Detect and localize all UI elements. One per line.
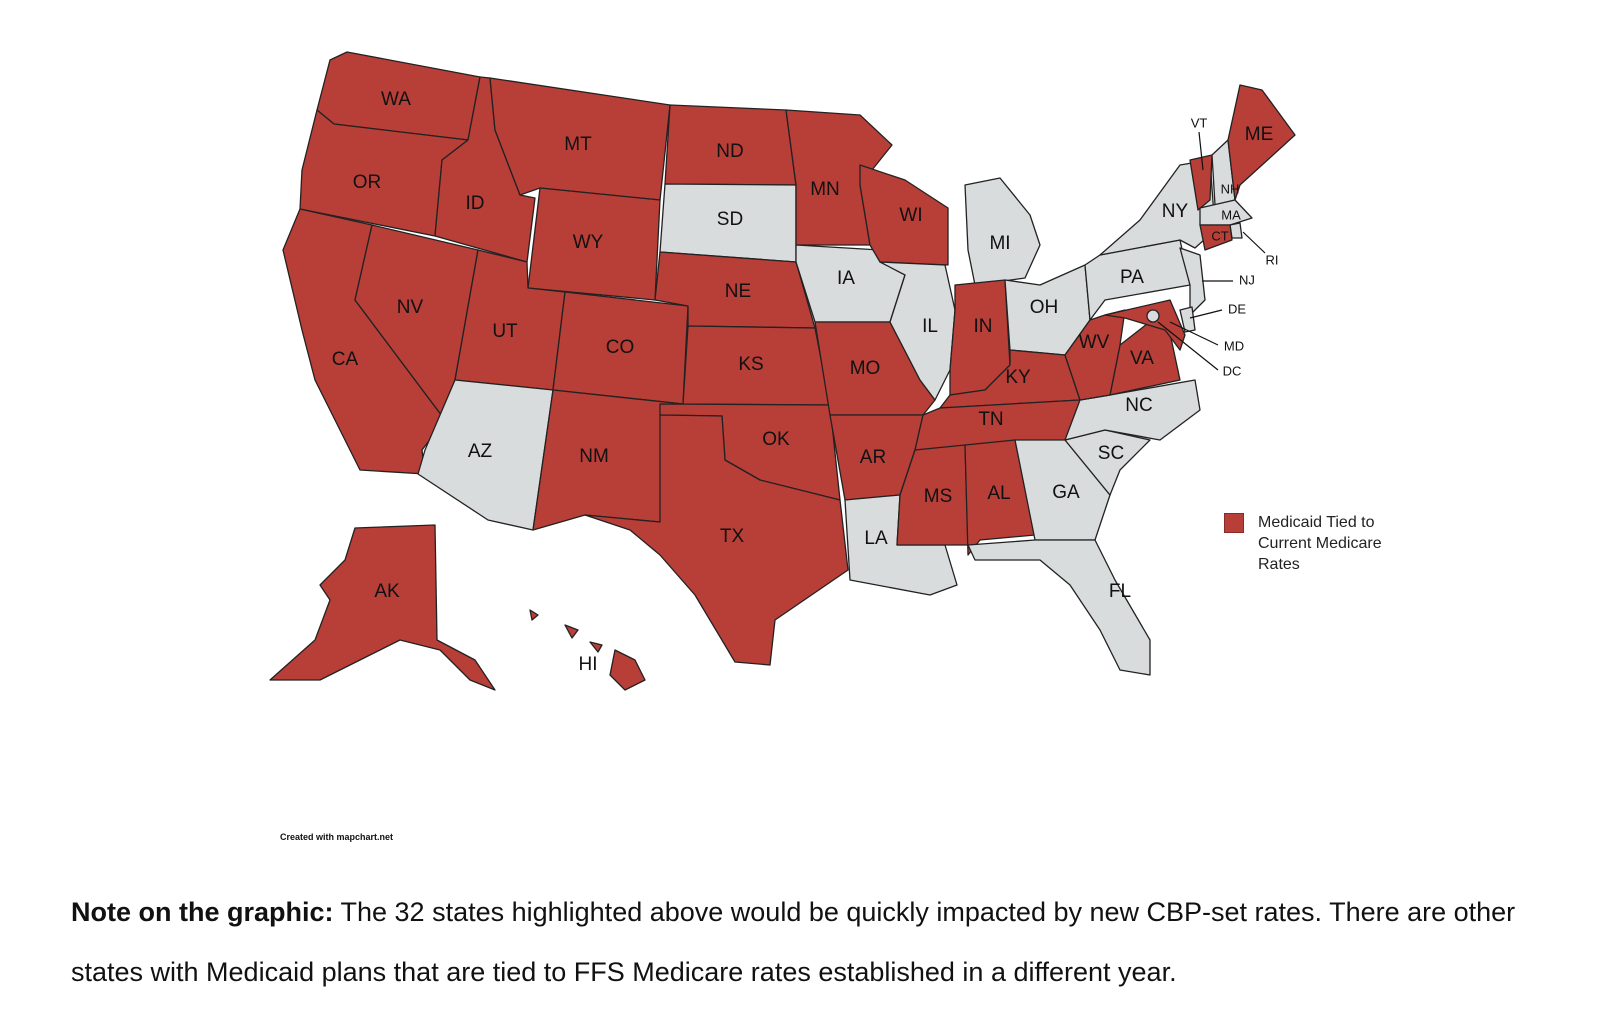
label-TX: TX: [720, 526, 745, 547]
state-MA: [1199, 199, 1253, 226]
state-ID: [434, 76, 536, 263]
legend-label: Medicaid Tied to Current Medicare Rates: [1258, 514, 1382, 573]
label-HI: HI: [579, 654, 598, 675]
state-HI: [529, 609, 646, 691]
label-OR: OR: [353, 172, 382, 193]
label-GA: GA: [1052, 482, 1080, 503]
label-WV: WV: [1079, 332, 1110, 353]
label-DE: DE: [1228, 301, 1246, 316]
label-MN: MN: [810, 179, 840, 200]
label-NC: NC: [1125, 395, 1152, 416]
label-ID: ID: [466, 193, 485, 214]
state-GA: [1014, 439, 1111, 541]
label-WA: WA: [381, 89, 411, 110]
leader-RI: [1242, 231, 1266, 254]
state-NJ: [1179, 247, 1206, 316]
note-text: The 32 states highlighted above would be…: [71, 897, 1516, 987]
label-MI: MI: [989, 233, 1010, 254]
leader-DC: [1157, 321, 1219, 371]
label-MA: MA: [1221, 207, 1241, 222]
label-CT: CT: [1211, 228, 1228, 243]
label-WY: WY: [573, 232, 604, 253]
label-WI: WI: [899, 205, 922, 226]
label-MT: MT: [564, 134, 592, 155]
leader-MD: [1169, 321, 1219, 346]
label-LA: LA: [864, 528, 888, 549]
state-IL: [879, 261, 956, 401]
label-MS: MS: [924, 486, 953, 507]
label-NJ: NJ: [1239, 272, 1255, 287]
label-AZ: AZ: [468, 441, 493, 462]
state-DC: [1146, 309, 1160, 323]
label-NM: NM: [579, 446, 609, 467]
label-CO: CO: [606, 337, 635, 358]
state-WV: [1064, 309, 1126, 401]
state-AL: [964, 439, 1036, 556]
label-DC: DC: [1223, 363, 1242, 378]
label-TN: TN: [978, 409, 1003, 430]
label-OH: OH: [1030, 297, 1059, 318]
label-RI: RI: [1266, 252, 1279, 267]
label-AL: AL: [987, 483, 1010, 504]
state-VT: [1189, 154, 1213, 211]
label-KY: KY: [1005, 367, 1031, 388]
state-DE: [1179, 306, 1196, 333]
label-NV: NV: [397, 297, 424, 318]
state-MI: [964, 177, 1041, 286]
legend-swatch: [1224, 513, 1244, 533]
label-SD: SD: [717, 209, 743, 230]
label-AR: AR: [860, 447, 886, 468]
leader-DE: [1189, 309, 1223, 319]
label-SC: SC: [1098, 443, 1124, 464]
state-TX: [584, 414, 849, 666]
label-NH: NH: [1221, 181, 1240, 196]
state-NY: [1099, 159, 1216, 256]
label-ND: ND: [716, 141, 743, 162]
label-IA: IA: [837, 268, 855, 289]
label-IL: IL: [922, 316, 938, 337]
state-MD: [1104, 299, 1186, 351]
label-CA: CA: [332, 349, 359, 370]
label-MD: MD: [1224, 338, 1244, 353]
state-FL: [967, 539, 1151, 676]
label-IN: IN: [974, 316, 993, 337]
label-OK: OK: [762, 429, 790, 450]
label-VA: VA: [1130, 348, 1154, 369]
label-UT: UT: [492, 321, 518, 342]
label-ME: ME: [1245, 124, 1274, 145]
note-heading: Note on the graphic:: [71, 897, 334, 927]
label-FL: FL: [1109, 581, 1131, 602]
label-KS: KS: [738, 354, 763, 375]
graphic-note: Note on the graphic: The 32 states highl…: [71, 882, 1571, 1002]
label-VT: VT: [1191, 115, 1208, 130]
label-MO: MO: [850, 358, 881, 379]
map-legend: Medicaid Tied to Current Medicare Rates: [1224, 512, 1418, 575]
leader-VT: [1198, 131, 1204, 171]
us-states-map: WA OR CA NV ID MT WY UT AZ CO NM ND SD N…: [269, 51, 1296, 691]
state-AK: [269, 524, 496, 691]
label-PA: PA: [1120, 267, 1144, 288]
label-NE: NE: [725, 281, 751, 302]
mapchart-credit: Created with mapchart.net: [280, 832, 394, 842]
state-CT: [1199, 224, 1233, 251]
label-NY: NY: [1162, 201, 1189, 222]
label-AK: AK: [374, 581, 400, 602]
